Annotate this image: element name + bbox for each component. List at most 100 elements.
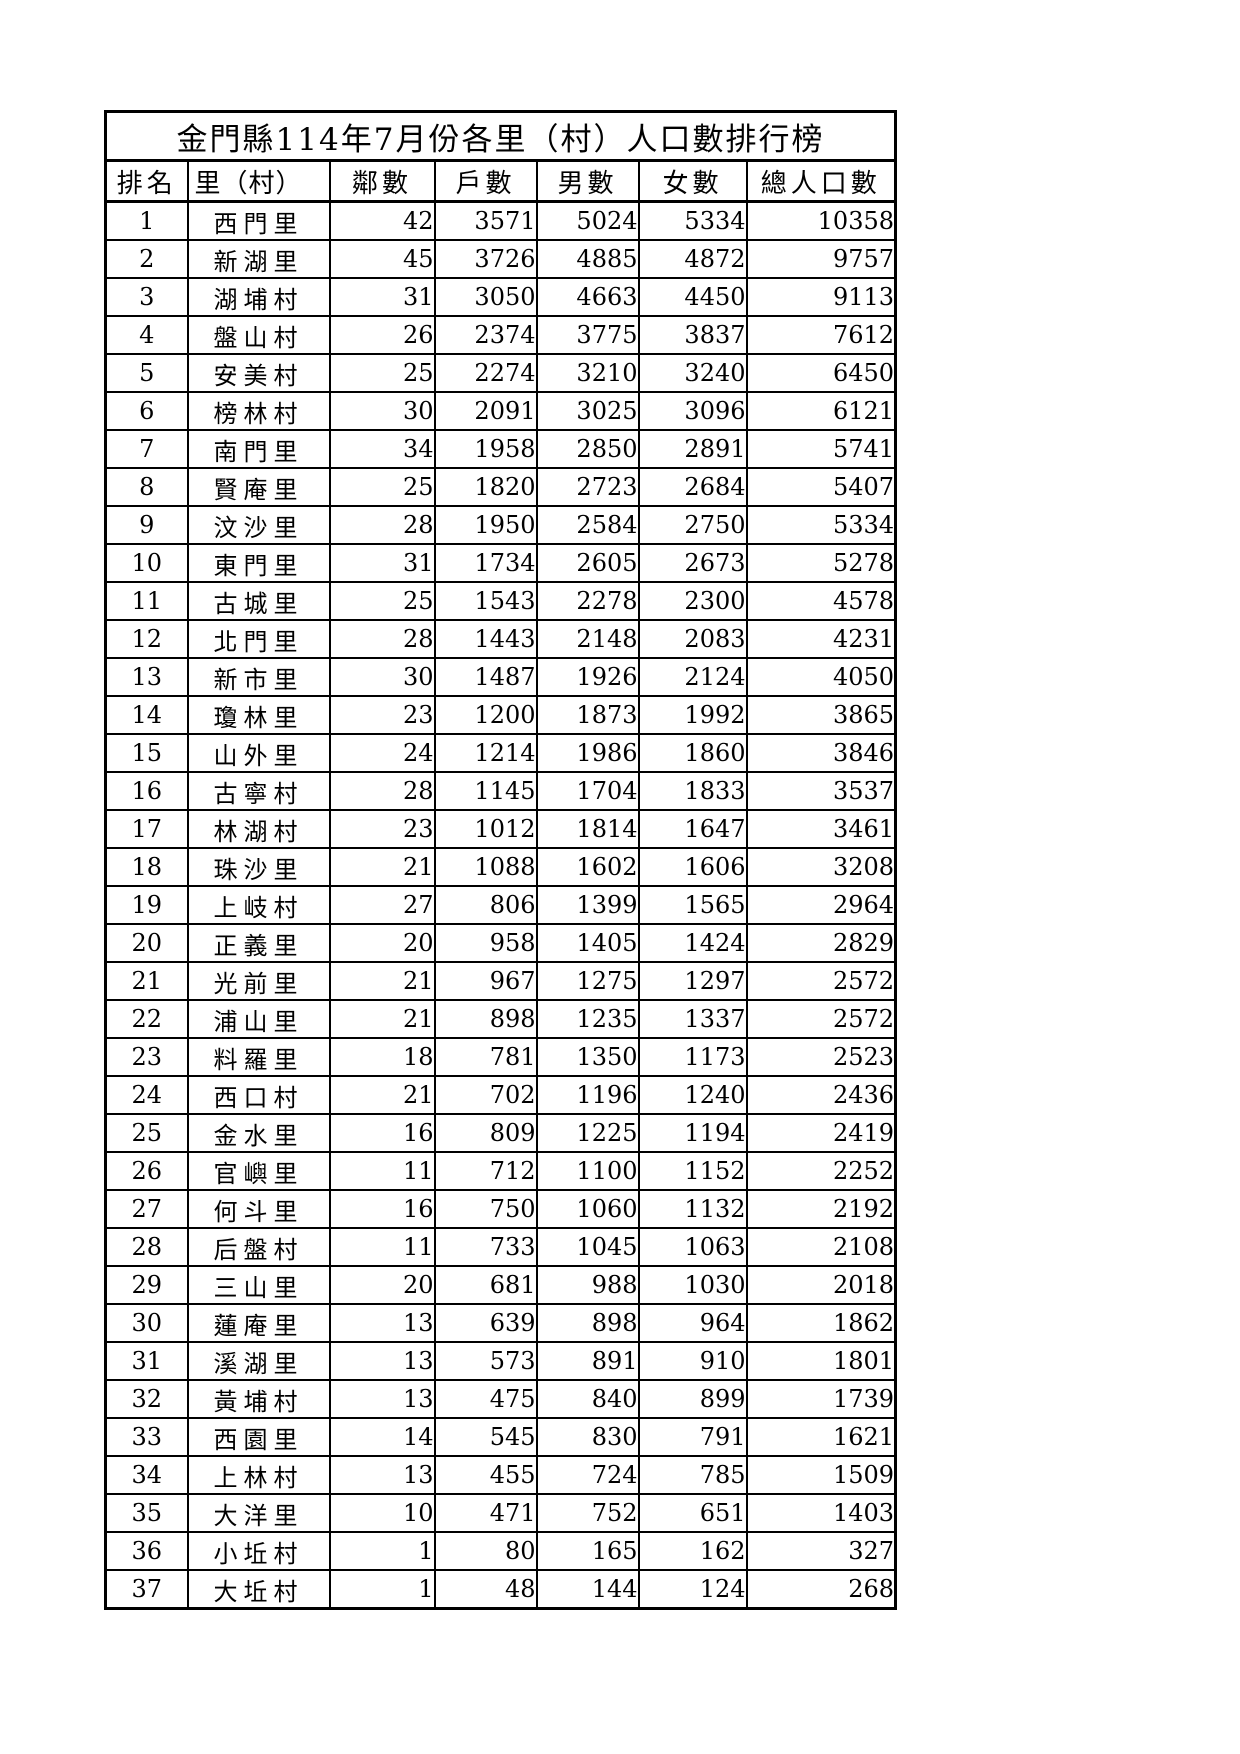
cell-males: 840 [535,1379,640,1419]
cell-households: 3726 [433,239,538,279]
cell-households: 681 [433,1265,538,1305]
table-row: 24 西口村 21 702 1196 1240 2436 [104,1075,897,1115]
cell-households: 639 [433,1303,538,1343]
cell-households: 475 [433,1379,538,1419]
cell-males: 165 [535,1531,640,1571]
cell-rank: 17 [104,809,189,849]
cell-neighborhoods: 14 [328,1417,436,1457]
cell-males: 1814 [535,809,640,849]
cell-total: 9757 [745,239,897,279]
cell-males: 2850 [535,429,640,469]
cell-village: 上林村 [186,1455,331,1495]
cell-village: 金水里 [186,1113,331,1153]
table-row: 20 正義里 20 958 1405 1424 2829 [104,923,897,963]
cell-females: 1606 [637,847,748,887]
cell-total: 5407 [745,467,897,507]
cell-households: 1088 [433,847,538,887]
cell-females: 2891 [637,429,748,469]
table-row: 22 浦山里 21 898 1235 1337 2572 [104,999,897,1039]
cell-females: 2124 [637,657,748,697]
header-females: 女數 [637,159,748,203]
cell-households: 1734 [433,543,538,583]
cell-total: 6450 [745,353,897,393]
cell-males: 1399 [535,885,640,925]
cell-rank: 22 [104,999,189,1039]
cell-village: 林湖村 [186,809,331,849]
cell-neighborhoods: 34 [328,429,436,469]
table-row: 27 何斗里 16 750 1060 1132 2192 [104,1189,897,1229]
table-row: 17 林湖村 23 1012 1814 1647 3461 [104,809,897,849]
cell-neighborhoods: 13 [328,1341,436,1381]
cell-village: 古城里 [186,581,331,621]
cell-rank: 36 [104,1531,189,1571]
cell-village: 珠沙里 [186,847,331,887]
cell-households: 898 [433,999,538,1039]
cell-households: 1200 [433,695,538,735]
cell-total: 6121 [745,391,897,431]
cell-village: 新湖里 [186,239,331,279]
cell-households: 733 [433,1227,538,1267]
table-row: 1 西門里 42 3571 5024 5334 10358 [104,200,897,241]
cell-rank: 28 [104,1227,189,1267]
cell-total: 4231 [745,619,897,659]
cell-total: 7612 [745,315,897,355]
cell-rank: 23 [104,1037,189,1077]
cell-males: 1602 [535,847,640,887]
cell-rank: 35 [104,1493,189,1533]
table-row: 9 汶沙里 28 1950 2584 2750 5334 [104,505,897,545]
table-row: 26 官嶼里 11 712 1100 1152 2252 [104,1151,897,1191]
table-row: 37 大坵村 1 48 144 124 268 [104,1569,897,1610]
cell-rank: 25 [104,1113,189,1153]
cell-total: 3461 [745,809,897,849]
table-row: 23 料羅里 18 781 1350 1173 2523 [104,1037,897,1077]
cell-village: 山外里 [186,733,331,773]
table-row: 10 東門里 31 1734 2605 2673 5278 [104,543,897,583]
cell-village: 上岐村 [186,885,331,925]
cell-village: 后盤村 [186,1227,331,1267]
cell-neighborhoods: 23 [328,695,436,735]
cell-households: 958 [433,923,538,963]
cell-males: 724 [535,1455,640,1495]
cell-households: 1543 [433,581,538,621]
cell-total: 1403 [745,1493,897,1533]
header-households: 戶數 [433,159,538,203]
cell-households: 2091 [433,391,538,431]
cell-neighborhoods: 11 [328,1227,436,1267]
cell-village: 汶沙里 [186,505,331,545]
cell-neighborhoods: 42 [328,200,436,241]
cell-neighborhoods: 20 [328,923,436,963]
cell-females: 1063 [637,1227,748,1267]
cell-households: 1443 [433,619,538,659]
cell-neighborhoods: 20 [328,1265,436,1305]
cell-females: 1337 [637,999,748,1039]
cell-rank: 20 [104,923,189,963]
cell-rank: 5 [104,353,189,393]
cell-village: 賢庵里 [186,467,331,507]
cell-village: 官嶼里 [186,1151,331,1191]
table-row: 33 西園里 14 545 830 791 1621 [104,1417,897,1457]
cell-village: 小坵村 [186,1531,331,1571]
cell-females: 1565 [637,885,748,925]
cell-households: 1214 [433,733,538,773]
cell-village: 浦山里 [186,999,331,1039]
cell-households: 750 [433,1189,538,1229]
cell-total: 5741 [745,429,897,469]
cell-females: 651 [637,1493,748,1533]
cell-rank: 29 [104,1265,189,1305]
cell-rank: 31 [104,1341,189,1381]
cell-total: 2572 [745,961,897,1001]
cell-rank: 9 [104,505,189,545]
cell-males: 5024 [535,200,640,241]
cell-females: 791 [637,1417,748,1457]
header-males: 男數 [535,159,640,203]
cell-households: 1012 [433,809,538,849]
cell-total: 2252 [745,1151,897,1191]
cell-village: 正義里 [186,923,331,963]
cell-village: 西門里 [186,200,331,241]
cell-total: 1509 [745,1455,897,1495]
table-header-row: 排名 里（村） 鄰數 戶數 男數 女數 總人口數 [104,159,897,203]
cell-rank: 11 [104,581,189,621]
cell-rank: 12 [104,619,189,659]
cell-neighborhoods: 21 [328,999,436,1039]
header-total: 總人口數 [745,159,897,203]
